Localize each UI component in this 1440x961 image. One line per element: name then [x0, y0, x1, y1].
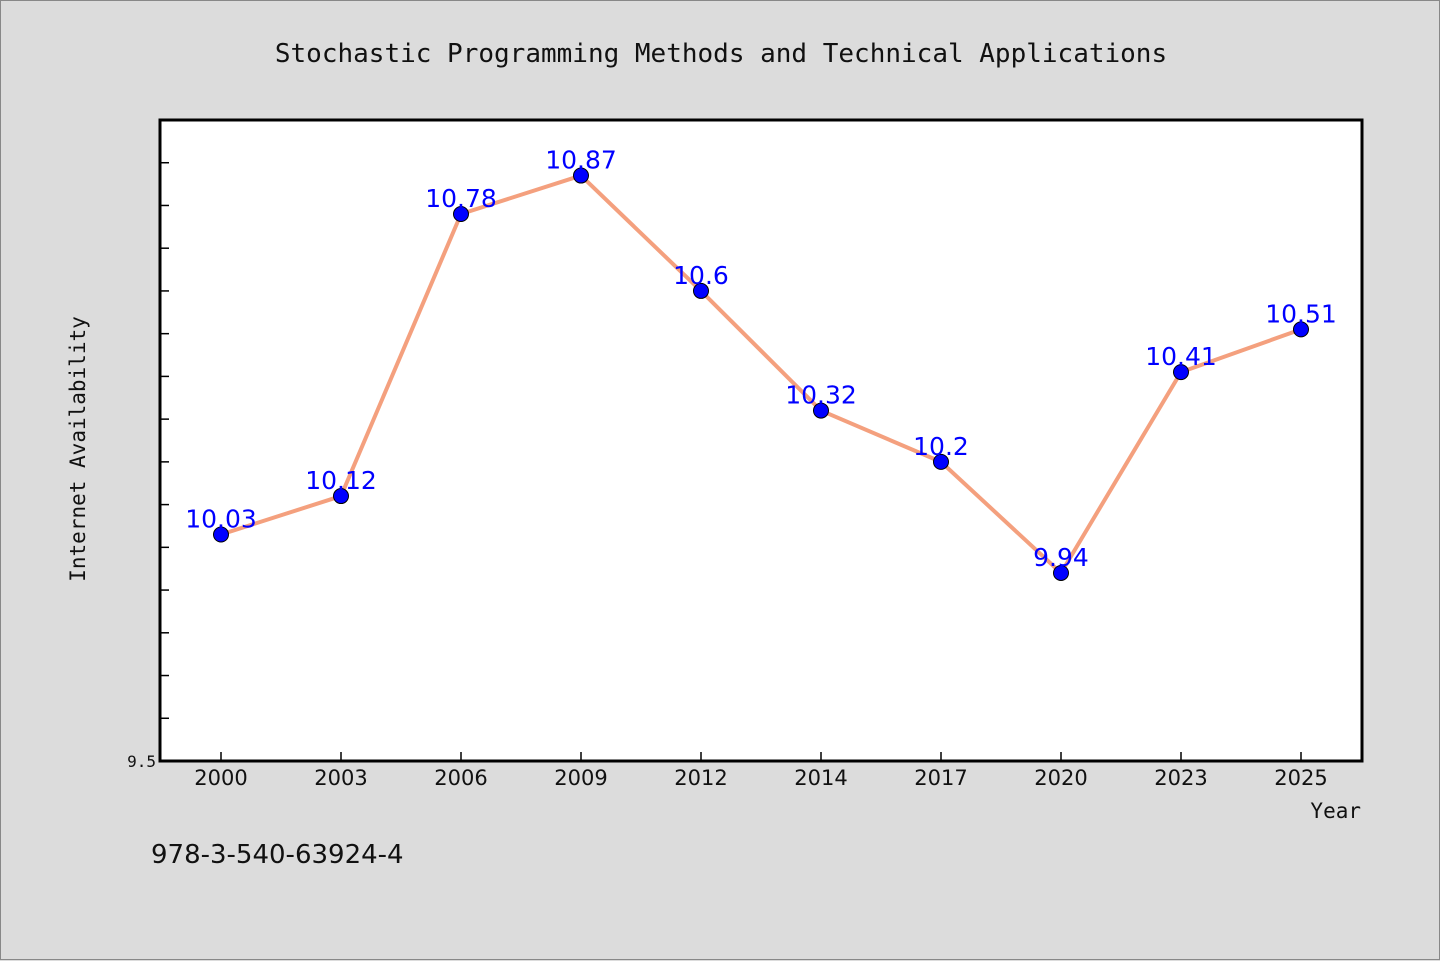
data-point [1293, 321, 1309, 338]
data-point [933, 453, 949, 470]
x-tick-label: 2006 [434, 766, 487, 790]
x-axis-label: Year [1310, 799, 1361, 823]
data-point [1053, 564, 1069, 581]
data-point [813, 402, 829, 419]
data-point [333, 488, 349, 505]
chart-title: Stochastic Programming Methods and Techn… [275, 39, 1167, 69]
x-tick-label: 2003 [314, 766, 367, 790]
x-tick-label: 2009 [554, 766, 607, 790]
y-axis-label: Internet Availability [66, 316, 90, 582]
x-axis-ticks: 2000 2003 2006 2009 2012 2014 2017 2020 2023 2025 [194, 752, 1328, 790]
isbn-text: 978-3-540-63924-4 [151, 840, 404, 870]
plot-area [158, 118, 1364, 763]
x-tick-label: 2020 [1034, 766, 1087, 790]
data-point [693, 282, 709, 299]
data-label: 10.32 [785, 381, 857, 410]
data-point [213, 526, 229, 543]
data-label: 10.2 [913, 432, 969, 461]
data-label: 10.6 [673, 261, 729, 290]
y-axis-ticks: 9.5 [127, 161, 169, 771]
data-label: 10.51 [1265, 299, 1337, 328]
x-tick-label: 2025 [1274, 766, 1327, 790]
data-point [573, 167, 589, 184]
data-label: 10.12 [305, 466, 377, 495]
x-tick-label: 2014 [794, 766, 847, 790]
data-label: 9.94 [1033, 543, 1089, 572]
data-label: 10.41 [1145, 342, 1217, 371]
data-label: 10.03 [185, 505, 257, 534]
y-tick-label: 9.5 [127, 752, 156, 771]
data-label: 10.87 [545, 146, 617, 175]
series-layer: 10.03 10.12 10.78 10.87 10.6 10.32 10.2 9.94 10.… [185, 146, 1337, 581]
data-label: 10.78 [425, 184, 497, 213]
data-point [1173, 364, 1189, 381]
x-tick-label: 2023 [1154, 766, 1207, 790]
data-point [453, 206, 469, 223]
x-tick-label: 2000 [194, 766, 247, 790]
x-tick-label: 2017 [914, 766, 967, 790]
x-tick-label: 2012 [674, 766, 727, 790]
series-line [219, 173, 1303, 575]
